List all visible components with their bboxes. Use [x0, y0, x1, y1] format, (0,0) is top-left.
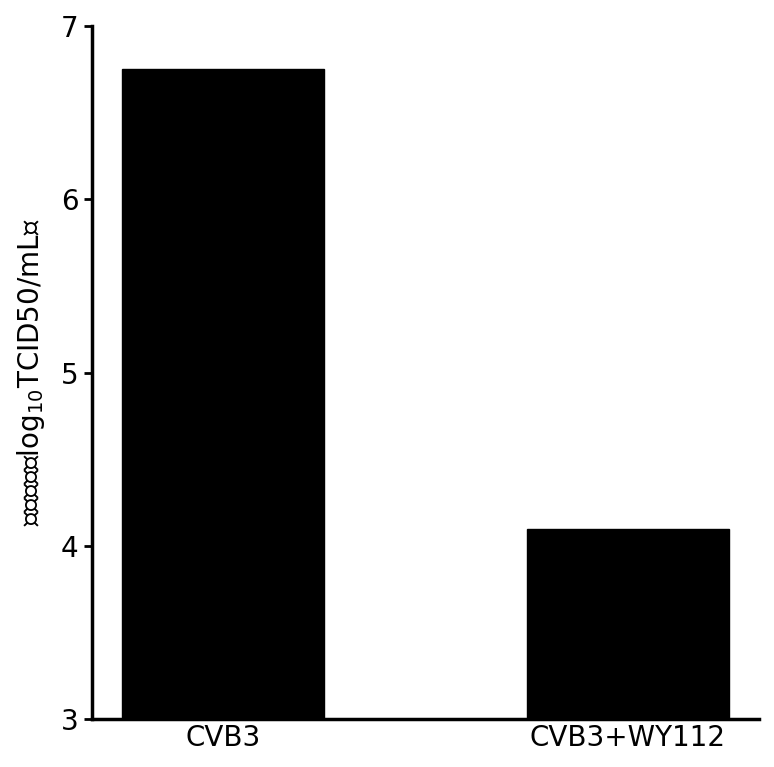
Bar — [526, 528, 728, 719]
Bar — [122, 69, 324, 719]
Y-axis label: 病毒滴度（$\mathrm{log_{10}}$TCID50/mL）: 病毒滴度（$\mathrm{log_{10}}$TCID50/mL） — [15, 219, 47, 526]
